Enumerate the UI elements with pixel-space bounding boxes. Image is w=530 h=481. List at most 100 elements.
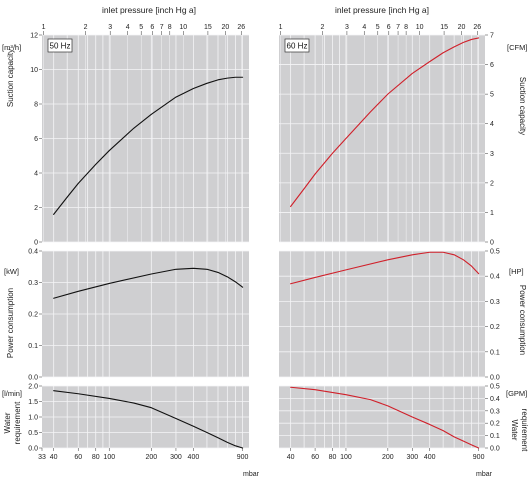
ytick-label: 6 bbox=[34, 136, 38, 143]
xtick-label: 60 bbox=[74, 454, 82, 461]
top-tick-label: 7 bbox=[160, 24, 164, 31]
ytick-label: 0.0 bbox=[28, 375, 38, 382]
ytick-label: 6 bbox=[490, 62, 494, 69]
bottom-unit-right: mbar bbox=[476, 471, 493, 478]
ytick-label: 0.0 bbox=[490, 375, 500, 382]
ytick-label: 0 bbox=[34, 240, 38, 247]
series-line-water-requirement-50hz bbox=[53, 390, 244, 449]
ytick-label: 0.5 bbox=[490, 384, 500, 391]
panel-power-consumption-60hz bbox=[279, 250, 488, 378]
series-line-power-consumption-50hz bbox=[53, 267, 244, 299]
xtick-label: 300 bbox=[170, 454, 182, 461]
panel-water-requirement-60hz bbox=[279, 385, 488, 451]
xtick-label: 40 bbox=[50, 454, 58, 461]
unit-power-left: [kW] bbox=[4, 267, 19, 276]
xtick-label: 400 bbox=[424, 454, 436, 461]
ytick-label: 0.3 bbox=[490, 299, 500, 306]
ytick-label: 0.2 bbox=[490, 324, 500, 331]
ytick-label: 7 bbox=[490, 33, 494, 40]
top-tick-label: 5 bbox=[139, 24, 143, 31]
hz-label: 50 Hz bbox=[50, 42, 71, 51]
ytick-label: 0.4 bbox=[28, 249, 38, 256]
plot-area bbox=[279, 251, 485, 377]
unit-capacity-left: [m³/h] bbox=[2, 43, 21, 52]
ytick-label: 0.0 bbox=[490, 446, 500, 453]
ytick-label: 0.2 bbox=[490, 421, 500, 428]
top-tick-label: 7 bbox=[396, 24, 400, 31]
top-tick-label: 20 bbox=[221, 24, 229, 31]
hz-label: 60 Hz bbox=[287, 42, 308, 51]
ytick-label: 5 bbox=[490, 92, 494, 99]
xtick-label: 100 bbox=[103, 454, 115, 461]
top-tick-label: 6 bbox=[150, 24, 154, 31]
xtick-label: 300 bbox=[406, 454, 418, 461]
ytick-label: 2 bbox=[34, 205, 38, 212]
top-tick-label: 5 bbox=[376, 24, 380, 31]
ytick-label: 2 bbox=[490, 180, 494, 187]
ylabel-suction-capacity-right: Suction capacity bbox=[518, 77, 527, 135]
top-tick-label: 26 bbox=[237, 24, 245, 31]
top-tick-label: 2 bbox=[320, 24, 324, 31]
top-tick-label: 1 bbox=[279, 24, 283, 31]
unit-water-right: [GPM] bbox=[506, 389, 527, 398]
bottom-unit-left: mbar bbox=[243, 471, 260, 478]
ytick-label: 0.5 bbox=[28, 430, 38, 437]
ytick-label: 0.2 bbox=[28, 312, 38, 319]
series-line-suction-capacity-50hz bbox=[53, 76, 244, 215]
top-tick-label: 10 bbox=[416, 24, 424, 31]
ytick-label: 0.1 bbox=[490, 433, 500, 440]
ytick-label: 0.0 bbox=[28, 446, 38, 453]
panel-suction-capacity-50hz bbox=[39, 31, 249, 243]
hz-label-box bbox=[284, 38, 310, 53]
top-tick-label: 3 bbox=[108, 24, 112, 31]
ylabel-power-right: Power consumption bbox=[518, 285, 527, 355]
panel-power-consumption-50hz bbox=[39, 250, 249, 378]
panel-water-requirement-50hz bbox=[39, 385, 249, 451]
series-line-power-consumption-60hz bbox=[290, 251, 480, 285]
hz-label-box bbox=[47, 38, 73, 53]
xtick-label: 80 bbox=[92, 454, 100, 461]
ytick-label: 0.4 bbox=[490, 396, 500, 403]
ytick-label: 1.0 bbox=[28, 415, 38, 422]
top-tick-label: 8 bbox=[404, 24, 408, 31]
ytick-label: 3 bbox=[490, 151, 494, 158]
unit-capacity-right: [CFM] bbox=[507, 43, 527, 52]
ytick-label: 0.4 bbox=[490, 274, 500, 281]
top-tick-label: 20 bbox=[458, 24, 466, 31]
series-line-suction-capacity-60hz bbox=[290, 37, 480, 208]
ytick-label: 0.3 bbox=[490, 408, 500, 415]
xtick-label: 200 bbox=[382, 454, 394, 461]
top-tick-label: 2 bbox=[84, 24, 88, 31]
ytick-label: 8 bbox=[34, 102, 38, 109]
ylabel-suction-capacity-left: Suction capacity bbox=[6, 49, 15, 107]
top-tick-label: 26 bbox=[473, 24, 481, 31]
xtick-label: 400 bbox=[188, 454, 200, 461]
xtick-label: 900 bbox=[237, 454, 249, 461]
ytick-label: 12 bbox=[30, 33, 38, 40]
unit-water-left: [l/min] bbox=[2, 389, 22, 398]
ylabel-power-left: Power consumption bbox=[6, 288, 15, 358]
plot-area bbox=[279, 35, 485, 242]
top-tick-label: 4 bbox=[362, 24, 366, 31]
top-axis-title-left: inlet pressure [inch Hg a] bbox=[102, 5, 196, 15]
xtick-label: 100 bbox=[340, 454, 352, 461]
top-tick-label: 6 bbox=[387, 24, 391, 31]
ytick-label: 1.5 bbox=[28, 399, 38, 406]
top-tick-label: 15 bbox=[204, 24, 212, 31]
xtick-label: 200 bbox=[145, 454, 157, 461]
xtick-label: 60 bbox=[311, 454, 319, 461]
ytick-label: 0.1 bbox=[28, 343, 38, 350]
unit-power-right: [HP] bbox=[509, 267, 524, 276]
ytick-label: 2.0 bbox=[28, 384, 38, 391]
ylabel-water-right-2: requirement bbox=[520, 409, 529, 452]
top-tick-label: 1 bbox=[42, 24, 46, 31]
series-line-water-requirement-60hz bbox=[290, 386, 480, 449]
ytick-label: 0.3 bbox=[28, 280, 38, 287]
xtick-label: 40 bbox=[287, 454, 295, 461]
xtick-label: 80 bbox=[329, 454, 337, 461]
ytick-label: 4 bbox=[34, 171, 38, 178]
top-tick-label: 3 bbox=[345, 24, 349, 31]
ylabel-water-right-1: Water bbox=[510, 419, 519, 440]
xtick-label: 900 bbox=[473, 454, 485, 461]
